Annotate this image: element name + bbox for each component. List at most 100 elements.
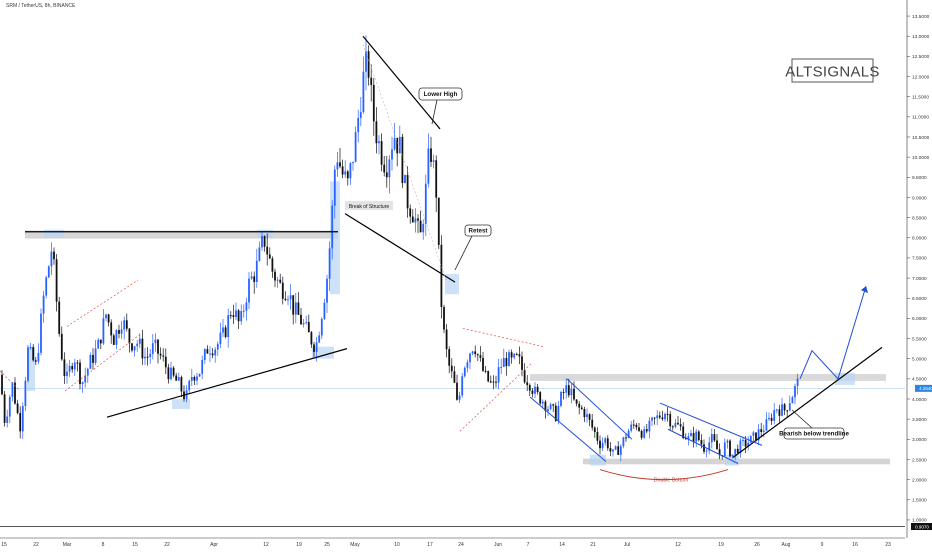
trendlines-layer (0, 35, 883, 481)
candle-body (406, 174, 409, 209)
candle-body (372, 84, 375, 122)
candle-body (294, 302, 297, 315)
candle-body (474, 351, 477, 355)
candle-body (206, 349, 209, 354)
highlight-box (445, 274, 459, 295)
candle-body (115, 330, 118, 345)
candle-body (770, 417, 773, 421)
candle-body (575, 399, 578, 404)
candle-body (385, 172, 388, 178)
candle-body (305, 322, 308, 324)
candle-body (484, 370, 487, 372)
bottom-price-text: 0.9070 (915, 524, 929, 529)
candle-body (492, 381, 495, 383)
candle-body (515, 353, 518, 355)
candle-body (123, 320, 126, 330)
candle-body (196, 376, 198, 381)
candle-body (466, 362, 469, 368)
y-tick-label: 2.0000 (912, 477, 927, 483)
candle-body (513, 353, 516, 358)
symbol-header: SRM / TetherUS, 8h, BINANCE (6, 3, 76, 9)
candle-body (313, 344, 315, 352)
candle-body (310, 332, 313, 345)
x-tick-label: 10 (394, 542, 400, 548)
x-tick-label: Aug (782, 542, 791, 548)
candle-body (619, 446, 622, 455)
candle-body (760, 429, 763, 433)
y-tick-label: 8.5000 (912, 215, 927, 221)
candle-body (89, 354, 92, 369)
candle-body (411, 216, 414, 223)
candle-body (739, 440, 742, 454)
highlight-box (330, 181, 340, 295)
y-tick-label: 7.5000 (912, 256, 927, 262)
candle-body (794, 386, 796, 398)
y-tick-label: 10.0000 (912, 155, 930, 161)
candle-body (554, 405, 557, 421)
candle-body (700, 440, 703, 445)
candle-body (599, 440, 601, 449)
double-bottom-text: Double Bottom (654, 478, 688, 484)
candle-body (297, 302, 300, 315)
candle-body (112, 335, 115, 345)
candle-body (359, 112, 362, 118)
second-channel-upper (659, 402, 763, 446)
candle-body (656, 415, 659, 419)
candle-body (679, 424, 682, 427)
candle-body (692, 433, 695, 442)
zones-layer (0, 181, 905, 466)
y-tick-label: 5.0000 (912, 356, 927, 362)
candle-body (747, 442, 750, 447)
candle-body (716, 440, 718, 450)
x-tick-label: 15 (132, 542, 138, 548)
candle-body (105, 314, 107, 319)
candle-body (391, 149, 393, 160)
candle-body (617, 446, 620, 455)
y-tick-label: 12.5000 (912, 54, 930, 60)
candle-body (401, 136, 404, 184)
candle-body (261, 236, 263, 248)
candle-body (94, 348, 97, 363)
candle-body (437, 197, 440, 245)
highlight-box (44, 229, 64, 238)
bullish-trendline (732, 346, 883, 458)
candle-body (547, 409, 549, 411)
candle-body (458, 395, 461, 400)
candle-body (315, 342, 318, 352)
candle-body (479, 355, 482, 358)
candle-body (752, 432, 755, 436)
candle-body (604, 438, 607, 443)
candle-body (775, 409, 778, 411)
candle-body (612, 449, 614, 452)
candle-body (201, 359, 204, 374)
candle-body (154, 339, 157, 344)
watermark-frame (791, 58, 874, 83)
candle-body (300, 314, 302, 325)
candle-body (560, 391, 562, 406)
candle-body (118, 330, 120, 334)
lower-high-trendline (362, 35, 441, 130)
candle-body (71, 365, 74, 370)
candle-body (349, 163, 352, 179)
candle-body (284, 298, 287, 300)
x-tick-label: 16 (852, 542, 858, 548)
candle-body (149, 353, 152, 358)
current-price-label: 4.2640 (915, 384, 932, 392)
x-tick-label: 21 (590, 542, 596, 548)
retracement-guide (362, 44, 448, 283)
candle-body (107, 314, 110, 323)
y-tick-label: 9.0000 (912, 195, 927, 201)
candle-body (68, 365, 71, 372)
candle-body (396, 137, 399, 154)
candle-body (713, 434, 716, 441)
candle-body (258, 247, 261, 261)
x-tick-label: 22 (164, 542, 170, 548)
candle-body (409, 208, 412, 217)
falling-channel-lower (529, 396, 607, 462)
candle-body (635, 424, 638, 428)
candle-body (326, 278, 328, 303)
candle-body (55, 259, 58, 302)
candle-body (266, 246, 269, 255)
candle-body (328, 248, 331, 279)
x-tick-label: 19 (296, 542, 302, 548)
